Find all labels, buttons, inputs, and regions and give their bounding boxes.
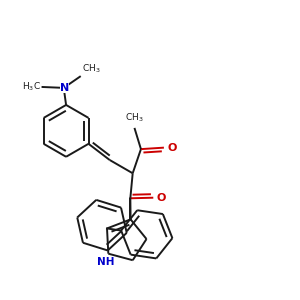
Text: O: O xyxy=(157,193,166,203)
Text: CH$_3$: CH$_3$ xyxy=(125,111,144,124)
Text: O: O xyxy=(167,142,177,153)
Text: CH$_3$: CH$_3$ xyxy=(82,63,100,75)
Text: H$_3$C: H$_3$C xyxy=(22,81,41,93)
Text: N: N xyxy=(60,83,69,93)
Text: NH: NH xyxy=(97,257,114,267)
